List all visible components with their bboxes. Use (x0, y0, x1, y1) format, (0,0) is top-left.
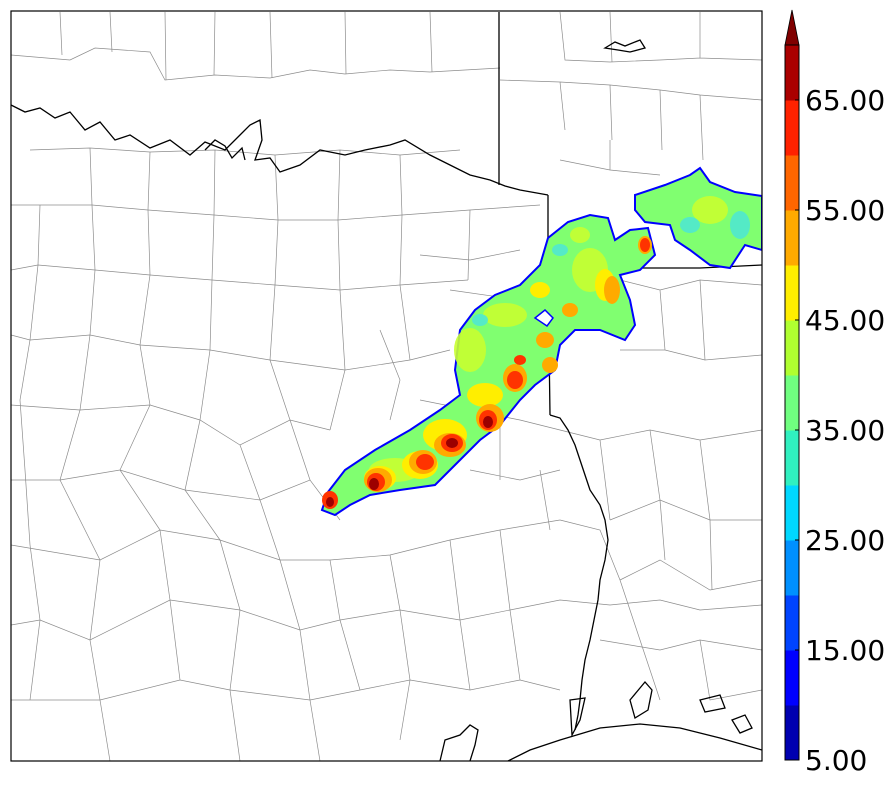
colorbar-segment (785, 155, 799, 211)
colorbar-segment (785, 705, 799, 761)
colorbar-tick-label: 65.00 (805, 84, 885, 117)
colorbar-segment (785, 45, 799, 101)
colorbar-segment (785, 650, 799, 706)
echo-outline-main (320, 213, 657, 517)
colorbar-extend-arrow (784, 9, 800, 46)
colorbar-tick-label: 5.00 (805, 744, 867, 777)
colorbar-segment (785, 485, 799, 541)
colorbar-segment (785, 210, 799, 266)
map-frame (10, 10, 763, 762)
colorbar-tick-label: 55.00 (805, 194, 885, 227)
colorbar-segment (785, 265, 799, 321)
county-boundaries (11, 11, 762, 761)
colorbar-segment (785, 430, 799, 486)
colorbar-segment (785, 595, 799, 651)
colorbar-tick-label: 45.00 (805, 304, 885, 337)
colorbar-segment (785, 100, 799, 156)
colorbar-segment (785, 320, 799, 376)
colorbar-tick-label: 35.00 (805, 414, 885, 447)
colorbar-tick-label: 15.00 (805, 634, 885, 667)
reflectivity-echo (320, 166, 762, 517)
colorbar-tick-label: 25.00 (805, 524, 885, 557)
state-boundaries (11, 12, 762, 761)
colorbar-outline (784, 44, 800, 761)
colorbar-segment (785, 540, 799, 596)
colorbar-segment (785, 375, 799, 431)
colorbar: 5.00 15.00 25.00 35.00 45.00 55.00 65.00 (784, 9, 885, 777)
